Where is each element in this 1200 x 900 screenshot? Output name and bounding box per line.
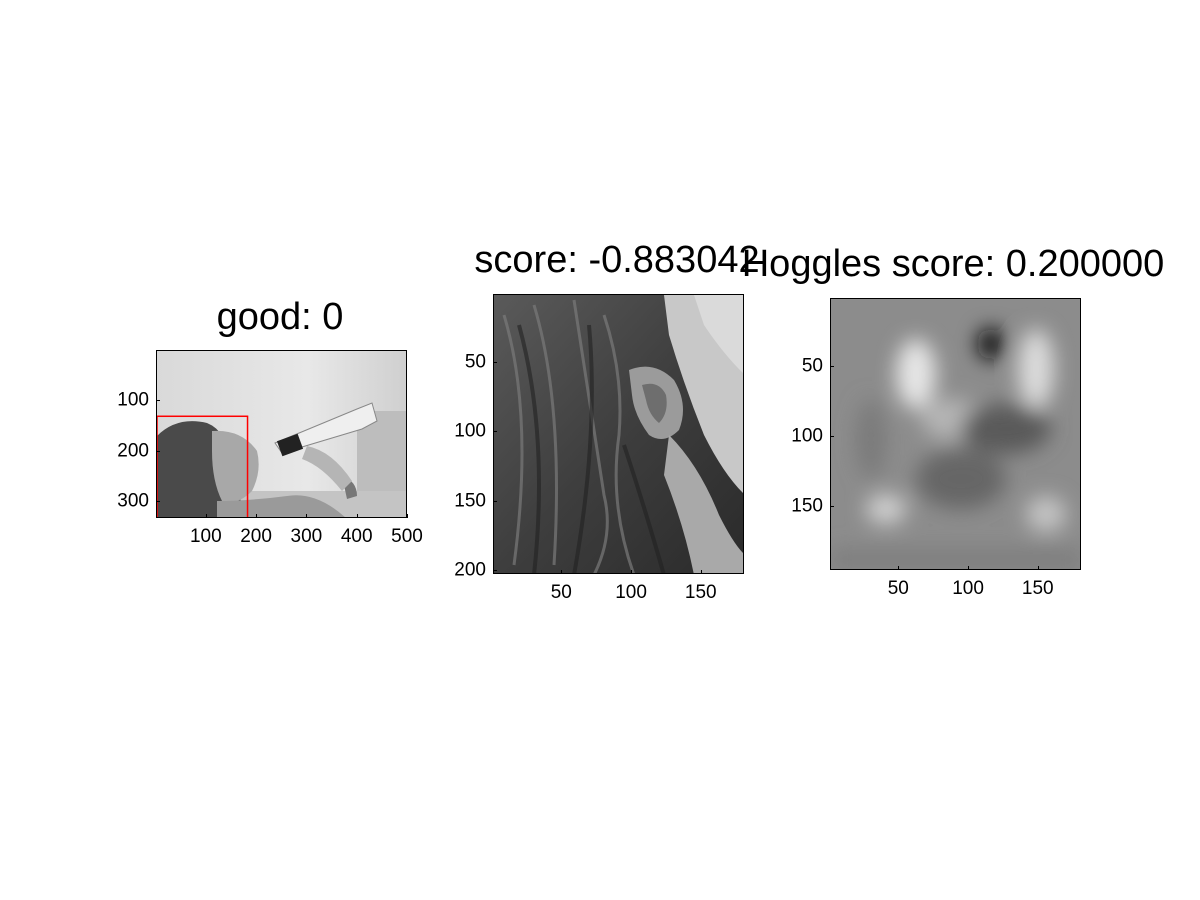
subplot-3-ytick-mark <box>830 505 834 507</box>
subplot-2-ytick-label: 50 <box>464 351 486 373</box>
subplot-1-ytick-label: 100 <box>117 389 149 411</box>
subplot-2-ytick-label: 150 <box>454 490 486 512</box>
subplot-2-ytick-label: 200 <box>454 559 486 581</box>
subplot-3-title: Hoggles score: 0.200000 <box>741 243 1165 285</box>
ground-truth-box <box>157 415 249 517</box>
subplot-2-ytick-mark <box>493 361 497 363</box>
subplot-1-title: good: 0 <box>216 296 344 338</box>
subplot-2-title: score: -0.883042 <box>474 239 760 281</box>
subplot-3-ytick-label: 50 <box>801 355 823 377</box>
subplot-1-ytick-mark <box>156 400 160 402</box>
subplot-3-ytick-label: 100 <box>791 425 823 447</box>
subplot-3-ytick-label: 150 <box>791 495 823 517</box>
subplot-1-xtick-mark <box>356 514 358 518</box>
hoggles-visualization <box>831 299 1080 569</box>
subplot-3-xtick-label: 100 <box>952 578 984 599</box>
subplot-2-xtick-label: 150 <box>684 582 717 603</box>
subplot-1-ytick-mark <box>156 450 160 452</box>
subplot-3-xtick-label: 150 <box>1021 578 1054 599</box>
subplot-1-ytick-label: 300 <box>117 490 149 512</box>
subplot-1-ytick-mark <box>156 501 160 503</box>
hair-crop-photo <box>494 295 743 573</box>
subplot-2-xtick-mark <box>700 570 702 574</box>
subplot-3-axes <box>830 298 1081 570</box>
subplot-1-xtick-label: 500 <box>391 526 423 547</box>
subplot-3-ytick-mark <box>830 436 834 438</box>
subplot-1-xtick-label: 100 <box>189 526 222 547</box>
subplot-2-ytick-mark <box>493 569 497 571</box>
subplot-1-xtick-label: 200 <box>240 526 272 547</box>
subplot-3-xtick-mark <box>1037 566 1039 570</box>
subplot-3-xtick-mark <box>968 566 970 570</box>
subplot-1-xtick-mark <box>306 514 308 518</box>
subplot-2-xtick-mark <box>561 570 563 574</box>
subplot-2-ytick-label: 100 <box>454 420 486 442</box>
subplot-2-xtick-label: 100 <box>615 582 647 603</box>
subplot-1-ytick-label: 200 <box>117 440 149 462</box>
subplot-2-ytick-mark <box>493 500 497 502</box>
subplot-1-xtick-label: 400 <box>340 526 373 547</box>
subplot-1-xtick-mark <box>205 514 207 518</box>
subplot-2-axes <box>493 294 744 574</box>
subplot-2-xtick-mark <box>631 570 633 574</box>
subplot-3-xtick-mark <box>898 566 900 570</box>
subplot-1-xtick-label: 300 <box>290 526 323 547</box>
subplot-1-xtick-mark <box>256 514 258 518</box>
subplot-3-ytick-mark <box>830 366 834 368</box>
subplot-3-xtick-label: 50 <box>887 578 909 599</box>
subplot-1-xtick-mark <box>407 514 408 518</box>
subplot-2-ytick-mark <box>493 431 497 433</box>
subplot-2-xtick-label: 50 <box>550 582 572 603</box>
subplot-1-axes <box>156 350 407 518</box>
